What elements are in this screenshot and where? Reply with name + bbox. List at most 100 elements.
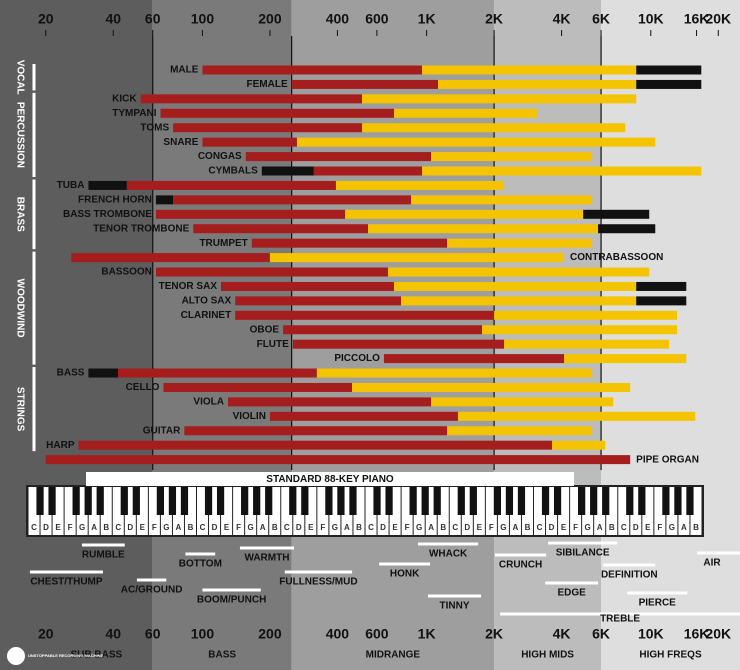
key-label: F bbox=[573, 523, 578, 532]
black-key bbox=[421, 487, 429, 515]
black-key bbox=[216, 487, 225, 515]
key-label: C bbox=[284, 523, 290, 532]
black-key bbox=[156, 487, 165, 515]
white-key bbox=[582, 487, 594, 535]
black-key bbox=[409, 487, 417, 515]
range-bar bbox=[140, 94, 363, 104]
key-label: B bbox=[609, 523, 615, 532]
group-label: WOODWIND bbox=[14, 279, 25, 338]
range-bar bbox=[78, 440, 553, 450]
x-tick-label: 40 bbox=[105, 11, 121, 27]
bar-label: VIOLA bbox=[193, 397, 224, 408]
x-tick-label: 40 bbox=[105, 626, 121, 642]
descriptor-label: PIERCE bbox=[639, 598, 677, 609]
logo-text: UNSTOPPABLE RECORDING MACHINE bbox=[28, 653, 104, 658]
x-tick-label: 600 bbox=[365, 626, 389, 642]
range-bar bbox=[221, 281, 395, 291]
range-bar bbox=[283, 325, 483, 335]
range-bar bbox=[383, 354, 565, 364]
black-key bbox=[36, 487, 44, 515]
key-label: E bbox=[645, 523, 651, 532]
x-tick-label: 16K bbox=[684, 626, 710, 642]
descriptor-label: SIBILANCE bbox=[556, 548, 610, 559]
x-tick-label: 1K bbox=[418, 626, 436, 642]
key-label: E bbox=[561, 523, 567, 532]
range-bar bbox=[235, 310, 495, 320]
key-label: D bbox=[549, 523, 555, 532]
key-label: G bbox=[500, 523, 506, 532]
black-key bbox=[120, 487, 128, 515]
white-key bbox=[100, 487, 112, 535]
white-key bbox=[52, 487, 64, 535]
white-key bbox=[197, 487, 209, 535]
white-key bbox=[124, 487, 136, 535]
white-key bbox=[365, 487, 377, 535]
range-bar bbox=[583, 209, 650, 219]
band-label: HIGH MIDS bbox=[521, 650, 574, 661]
black-key bbox=[578, 487, 586, 515]
band-label: SUB BASS bbox=[71, 650, 123, 661]
black-key bbox=[48, 487, 56, 515]
white-key bbox=[148, 487, 160, 535]
x-tick-label: 2K bbox=[485, 11, 503, 27]
bar-label: CELLO bbox=[126, 382, 160, 393]
band-label: BASS bbox=[208, 650, 236, 661]
key-label: E bbox=[224, 523, 230, 532]
range-bar bbox=[636, 281, 687, 291]
x-tick-label: 4K bbox=[553, 11, 571, 27]
key-label: E bbox=[140, 523, 146, 532]
white-key bbox=[377, 487, 389, 535]
range-bar bbox=[296, 137, 656, 147]
x-tick-label: 6K bbox=[592, 626, 610, 642]
key-label: G bbox=[332, 523, 338, 532]
group-label: STRINGS bbox=[14, 387, 25, 432]
key-label: B bbox=[356, 523, 362, 532]
black-key bbox=[553, 487, 562, 515]
x-tick-label: 4K bbox=[553, 626, 571, 642]
bar-label: SNARE bbox=[163, 137, 198, 148]
white-key bbox=[618, 487, 630, 535]
descriptor-label: TINNY bbox=[440, 601, 470, 612]
key-label: B bbox=[525, 523, 531, 532]
black-key bbox=[84, 487, 92, 515]
range-bar bbox=[227, 397, 432, 407]
white-key bbox=[534, 487, 546, 535]
x-tick-label: 16K bbox=[684, 11, 710, 27]
black-key bbox=[505, 487, 514, 515]
black-key bbox=[662, 487, 670, 515]
white-key bbox=[473, 487, 485, 535]
bar-label: FLUTE bbox=[257, 339, 290, 350]
range-bar bbox=[362, 94, 637, 104]
piano-title: STANDARD 88-KEY PIANO bbox=[266, 474, 394, 485]
range-bar bbox=[292, 339, 505, 349]
key-label: B bbox=[188, 523, 194, 532]
black-key bbox=[541, 487, 550, 515]
range-bar bbox=[431, 397, 614, 407]
range-bar bbox=[163, 382, 353, 392]
white-key bbox=[317, 487, 329, 535]
x-tick-label: 10K bbox=[638, 626, 664, 642]
key-label: D bbox=[212, 523, 218, 532]
white-key bbox=[329, 487, 341, 535]
range-bar bbox=[173, 123, 363, 133]
white-key bbox=[521, 487, 533, 535]
black-key bbox=[674, 487, 682, 515]
white-key bbox=[461, 487, 473, 535]
white-key bbox=[606, 487, 618, 535]
key-label: D bbox=[127, 523, 133, 532]
range-bar bbox=[269, 253, 564, 263]
key-label: A bbox=[260, 523, 266, 532]
key-label: D bbox=[296, 523, 302, 532]
white-key bbox=[449, 487, 461, 535]
bar-label: BASS bbox=[57, 368, 85, 379]
x-tick-label: 100 bbox=[191, 11, 215, 27]
x-tick-label: 200 bbox=[258, 626, 282, 642]
range-bar bbox=[362, 123, 626, 133]
black-key bbox=[72, 487, 80, 515]
descriptor-label: AC/GROUND bbox=[121, 585, 183, 596]
key-label: G bbox=[248, 523, 254, 532]
key-label: B bbox=[103, 523, 109, 532]
range-bar bbox=[291, 79, 439, 89]
black-key bbox=[385, 487, 393, 515]
bar-label: VIOLIN bbox=[233, 411, 266, 422]
